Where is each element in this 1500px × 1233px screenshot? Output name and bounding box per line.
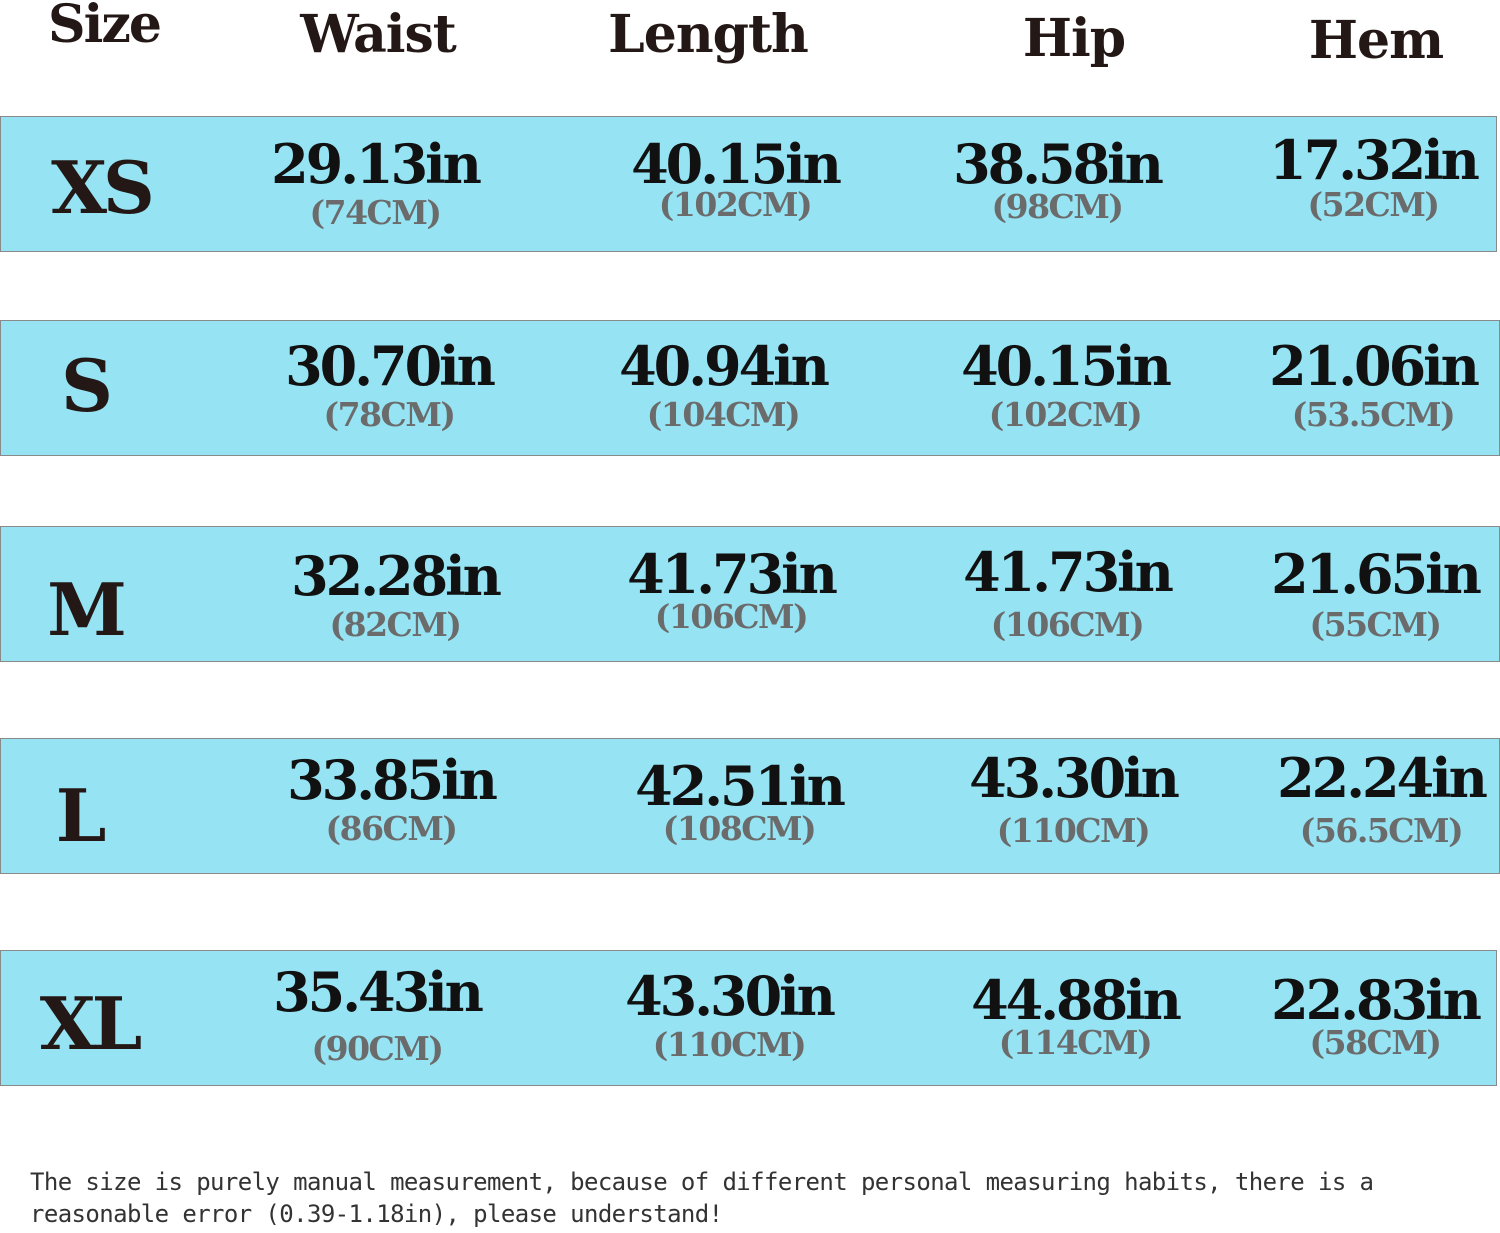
hip-inch: 41.73in xyxy=(963,540,1174,604)
hem-inch: 21.65in xyxy=(1271,542,1482,606)
length-cm: (106CM) xyxy=(654,597,809,636)
hem-cm: (58CM) xyxy=(1309,1023,1442,1062)
length-inch: 40.15in xyxy=(631,132,842,196)
waist-inch: 35.43in xyxy=(273,960,484,1024)
length-cm: (110CM) xyxy=(652,1025,807,1064)
hem-inch: 22.24in xyxy=(1277,746,1488,810)
hem-cell: 22.24in (56.5CM) xyxy=(1251,749,1500,851)
hem-cell: 21.65in (55CM) xyxy=(1245,545,1500,645)
size-label: L xyxy=(55,773,107,858)
length-inch: 42.51in xyxy=(635,754,846,818)
measurement-note: The size is purely manual measurement, b… xyxy=(30,1168,1374,1228)
hem-cm: (53.5CM) xyxy=(1291,395,1456,434)
header-length: Length xyxy=(608,4,809,65)
waist-cm: (74CM) xyxy=(309,193,442,232)
table-row: M 32.28in (82CM) 41.73in (106CM) 41.73in… xyxy=(0,526,1500,662)
hip-cell: 41.73in (106CM) xyxy=(937,543,1197,645)
waist-cell: 35.43in (90CM) xyxy=(247,963,507,1069)
hip-cell: 43.30in (110CM) xyxy=(943,749,1203,851)
waist-inch: 30.70in xyxy=(285,334,496,398)
length-cell: 40.94in (104CM) xyxy=(593,337,853,435)
waist-cm: (90CM) xyxy=(311,1029,444,1068)
size-label: S xyxy=(61,343,113,428)
hem-cm: (56.5CM) xyxy=(1299,811,1464,850)
waist-inch: 33.85in xyxy=(287,748,498,812)
hip-cm: (106CM) xyxy=(990,605,1145,644)
waist-cell: 29.13in (74CM) xyxy=(245,135,505,233)
hem-inch: 17.32in xyxy=(1269,128,1480,192)
length-cell: 42.51in (108CM) xyxy=(609,757,869,849)
length-cell: 43.30in (110CM) xyxy=(599,967,859,1065)
length-inch: 41.73in xyxy=(627,542,838,606)
waist-cell: 33.85in (86CM) xyxy=(261,751,521,849)
length-cell: 41.73in (106CM) xyxy=(601,545,861,637)
hem-cell: 21.06in (53.5CM) xyxy=(1243,337,1500,435)
hip-cm: (110CM) xyxy=(996,811,1151,850)
hem-inch: 22.83in xyxy=(1271,968,1482,1032)
hem-cm: (52CM) xyxy=(1307,185,1440,224)
length-inch: 40.94in xyxy=(619,334,830,398)
waist-inch: 32.28in xyxy=(291,544,502,608)
header-waist: Waist xyxy=(300,4,457,65)
hip-cell: 38.58in (98CM) xyxy=(927,135,1187,227)
length-cell: 40.15in (102CM) xyxy=(605,135,865,225)
table-row: L 33.85in (86CM) 42.51in (108CM) 43.30in… xyxy=(0,738,1500,874)
hip-inch: 40.15in xyxy=(961,334,1172,398)
waist-cell: 30.70in (78CM) xyxy=(259,337,519,435)
hem-cell: 22.83in (58CM) xyxy=(1245,971,1500,1063)
length-inch: 43.30in xyxy=(625,964,836,1028)
waist-inch: 29.13in xyxy=(271,132,482,196)
hip-inch: 43.30in xyxy=(969,746,1180,810)
hip-inch: 38.58in xyxy=(953,132,1164,196)
length-cm: (108CM) xyxy=(662,809,817,848)
hip-cell: 44.88in (114CM) xyxy=(945,971,1205,1063)
hem-cell: 17.32in (52CM) xyxy=(1243,131,1500,225)
waist-cell: 32.28in (82CM) xyxy=(265,547,525,645)
size-label: XS xyxy=(51,145,155,230)
waist-cm: (86CM) xyxy=(325,809,458,848)
hip-cm: (102CM) xyxy=(988,395,1143,434)
waist-cm: (82CM) xyxy=(329,605,462,644)
table-row: S 30.70in (78CM) 40.94in (104CM) 40.15in… xyxy=(0,320,1500,456)
header-hem: Hem xyxy=(1308,10,1444,71)
header-hip: Hip xyxy=(1022,8,1126,69)
header-size: Size xyxy=(48,0,162,55)
hip-inch: 44.88in xyxy=(971,968,1182,1032)
hem-inch: 21.06in xyxy=(1269,334,1480,398)
waist-cm: (78CM) xyxy=(323,395,456,434)
size-label: XL xyxy=(39,981,142,1066)
length-cm: (102CM) xyxy=(658,185,813,224)
table-row: XS 29.13in (74CM) 40.15in (102CM) 38.58i… xyxy=(0,116,1497,252)
hip-cm: (98CM) xyxy=(991,187,1124,226)
hip-cm: (114CM) xyxy=(998,1023,1153,1062)
table-row: XL 35.43in (90CM) 43.30in (110CM) 44.88i… xyxy=(0,950,1497,1086)
length-cm: (104CM) xyxy=(646,395,801,434)
hem-cm: (55CM) xyxy=(1309,605,1442,644)
size-label: M xyxy=(47,567,127,652)
hip-cell: 40.15in (102CM) xyxy=(935,337,1195,435)
